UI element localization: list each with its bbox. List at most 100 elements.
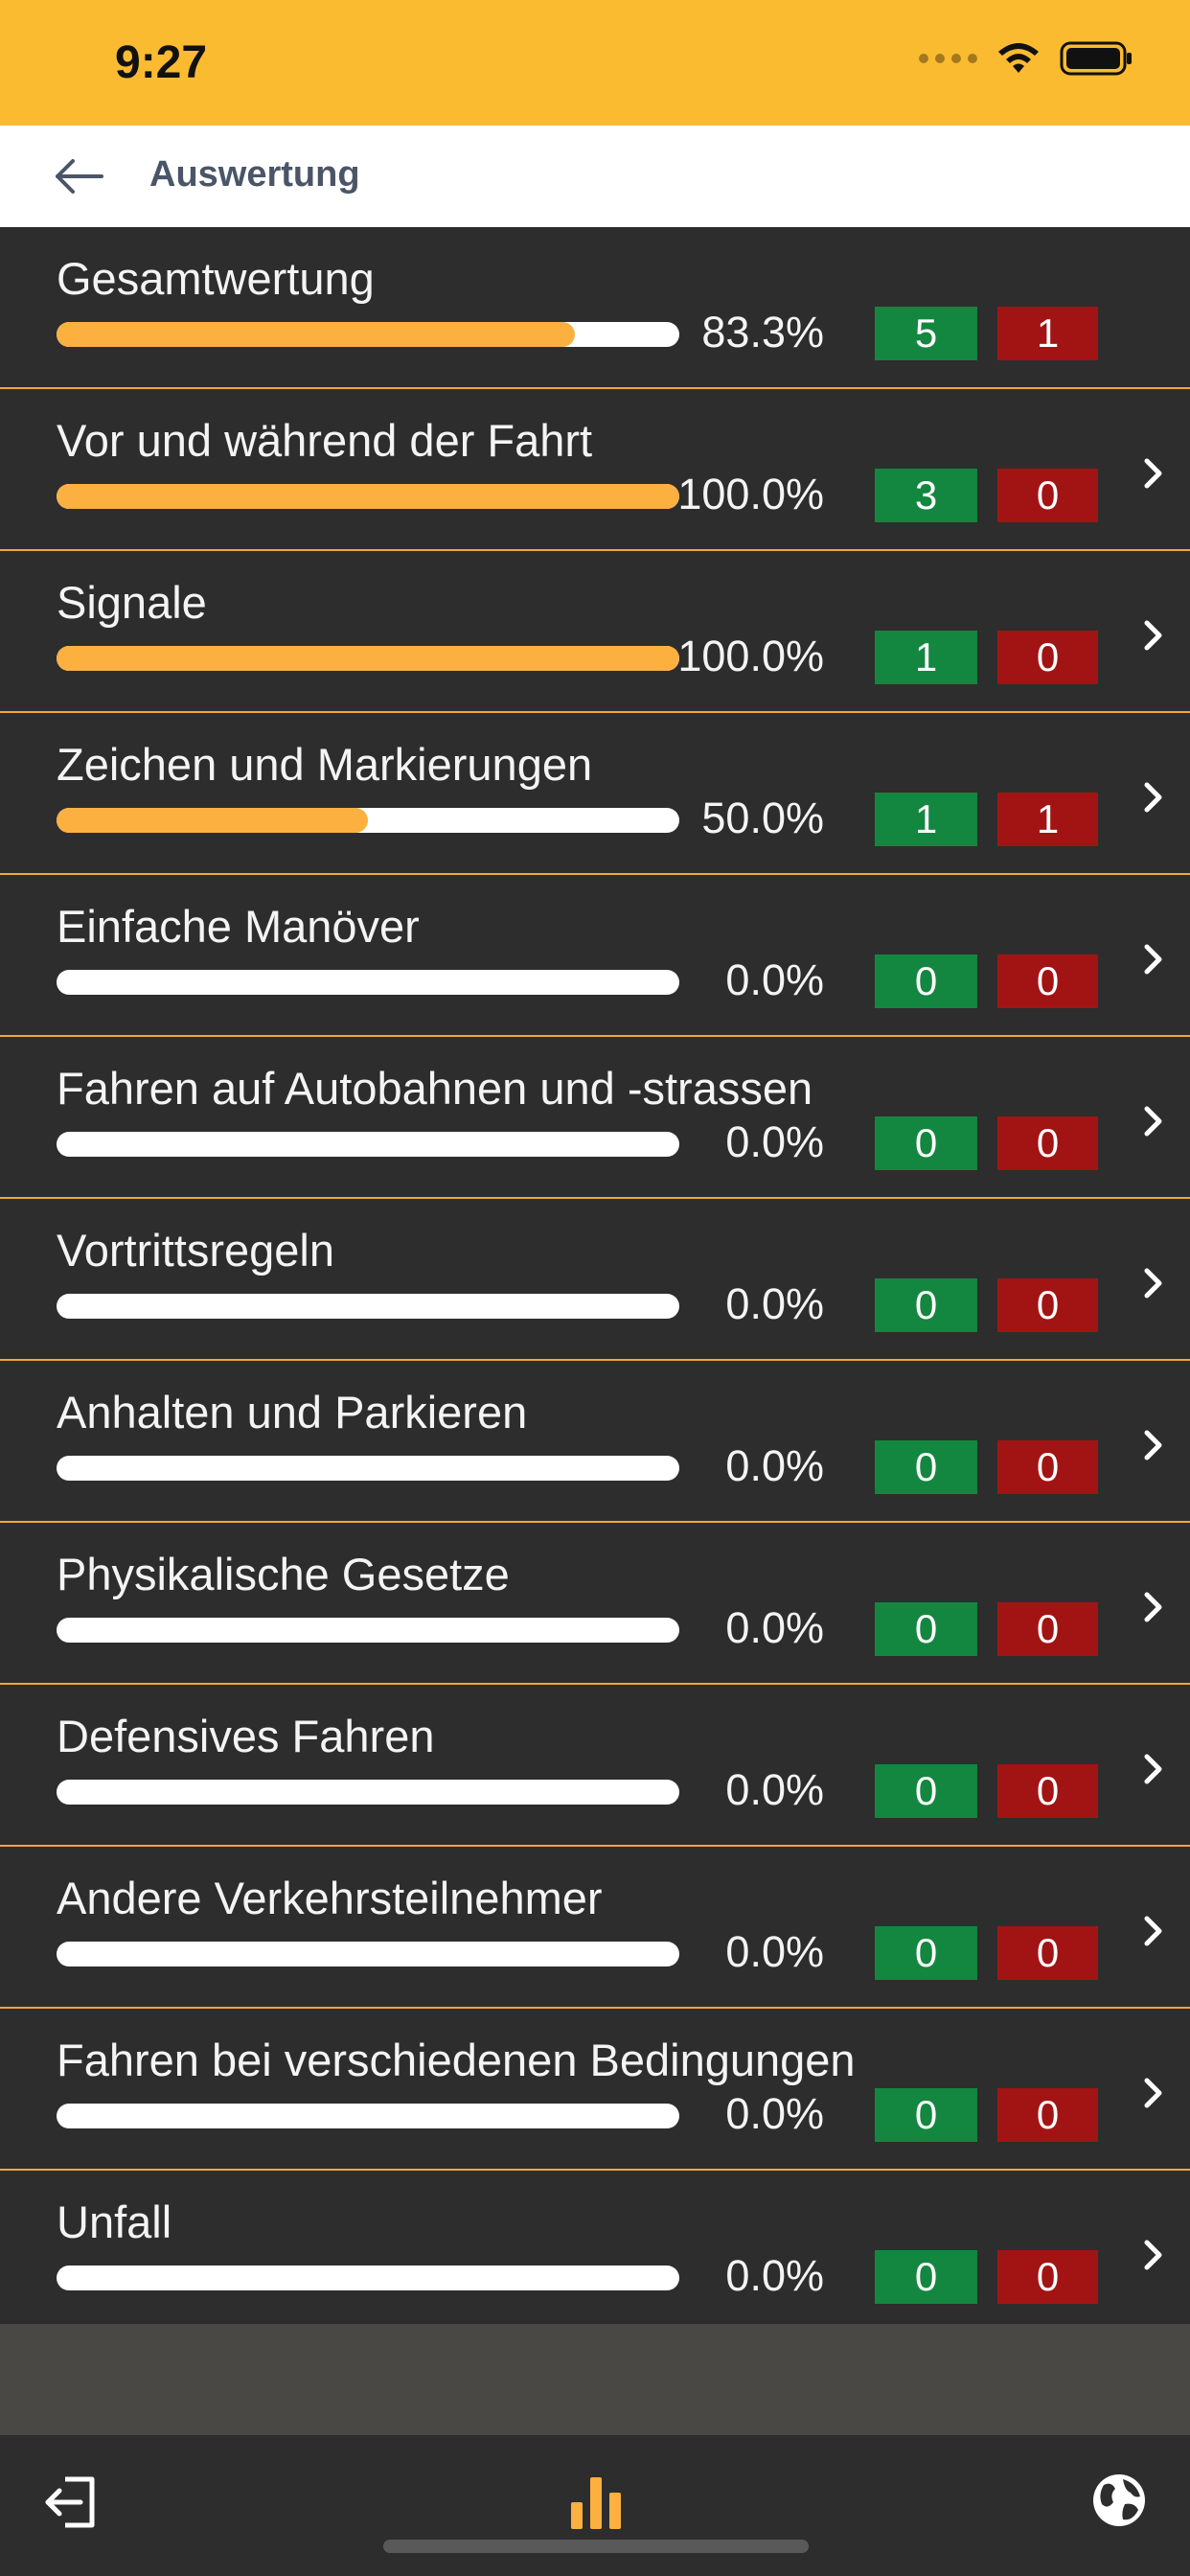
progress-bar: [57, 484, 679, 509]
chevron-right-icon: [1144, 1268, 1162, 1299]
home-indicator: [383, 2540, 809, 2553]
progress-bar: [57, 1456, 679, 1481]
category-title: Fahren auf Autobahnen und -strassen: [57, 1063, 813, 1114]
progress-bar: [57, 2266, 679, 2290]
category-title: Unfall: [57, 2196, 172, 2247]
chevron-right-icon: [1144, 2078, 1162, 2108]
wrong-count-badge: 0: [997, 1116, 1098, 1170]
correct-count-badge: 3: [875, 469, 977, 522]
category-row[interactable]: Unfall 0.0% 0 0: [0, 2171, 1190, 2333]
wrong-count-badge: 0: [997, 954, 1098, 1008]
chevron-right-icon: [1144, 1430, 1162, 1460]
list-footer-area: [0, 2324, 1190, 2435]
percent-label: 50.0%: [701, 794, 824, 842]
category-title: Andere Verkehrsteilnehmer: [57, 1873, 603, 1923]
percent-label: 0.0%: [725, 2251, 824, 2300]
category-row[interactable]: Fahren auf Autobahnen und -strassen 0.0% 0…: [0, 1037, 1190, 1199]
percent-label: 0.0%: [725, 1765, 824, 1814]
wrong-count-badge: 1: [997, 307, 1098, 360]
status-icons: [919, 40, 1133, 77]
progress-bar-fill: [57, 808, 368, 833]
chevron-right-icon: [1144, 782, 1162, 813]
correct-count-badge: 5: [875, 307, 977, 360]
category-title: Signale: [57, 577, 207, 628]
correct-count-badge: 0: [875, 1602, 977, 1656]
percent-label: 0.0%: [725, 2089, 824, 2138]
wrong-count-badge: 0: [997, 1926, 1098, 1980]
chevron-right-icon: [1144, 1106, 1162, 1137]
category-title: Gesamtwertung: [57, 253, 375, 304]
percent-label: 0.0%: [725, 1927, 824, 1976]
category-title: Fahren bei verschiedenen Bedingungen: [57, 2035, 856, 2085]
category-title: Physikalische Gesetze: [57, 1549, 510, 1599]
correct-count-badge: 1: [875, 631, 977, 684]
percent-label: 0.0%: [725, 955, 824, 1004]
progress-bar: [57, 1294, 679, 1319]
wrong-count-badge: 0: [997, 1278, 1098, 1332]
category-title: Defensives Fahren: [57, 1711, 435, 1761]
wrong-count-badge: 0: [997, 469, 1098, 522]
wrong-count-badge: 1: [997, 793, 1098, 846]
category-row[interactable]: Zeichen und Markierungen 50.0% 1 1: [0, 713, 1190, 875]
correct-count-badge: 0: [875, 1116, 977, 1170]
category-row[interactable]: Defensives Fahren 0.0% 0 0: [0, 1685, 1190, 1847]
progress-bar: [57, 1942, 679, 1966]
cellular-signal-icon: [919, 54, 977, 63]
category-title: Vor und während der Fahrt: [57, 415, 593, 466]
progress-bar: [57, 646, 679, 671]
category-row[interactable]: Anhalten und Parkieren 0.0% 0 0: [0, 1361, 1190, 1523]
category-row[interactable]: Andere Verkehrsteilnehmer 0.0% 0 0: [0, 1847, 1190, 2009]
chevron-right-icon: [1144, 620, 1162, 651]
chevron-right-icon: [1144, 944, 1162, 975]
percent-label: 100.0%: [677, 632, 824, 680]
wifi-icon: [998, 43, 1039, 73]
logout-icon: [45, 2476, 95, 2528]
category-row[interactable]: Vor und während der Fahrt 100.0% 3 0: [0, 389, 1190, 551]
status-bar: 9:27: [0, 0, 1190, 126]
correct-count-badge: 0: [875, 1440, 977, 1494]
tab-statistics[interactable]: [569, 2473, 627, 2536]
category-title: Einfache Manöver: [57, 901, 420, 952]
bar-chart-icon: [571, 2477, 621, 2529]
correct-count-badge: 0: [875, 954, 977, 1008]
percent-label: 100.0%: [677, 470, 824, 518]
wrong-count-badge: 0: [997, 1764, 1098, 1818]
correct-count-badge: 0: [875, 1926, 977, 1980]
category-row[interactable]: Physikalische Gesetze 0.0% 0 0: [0, 1523, 1190, 1685]
progress-bar: [57, 808, 679, 833]
correct-count-badge: 0: [875, 1278, 977, 1332]
progress-bar: [57, 1618, 679, 1643]
progress-bar-fill: [57, 322, 576, 347]
category-row[interactable]: Signale 100.0% 1 0: [0, 551, 1190, 713]
progress-bar: [57, 1780, 679, 1805]
category-row[interactable]: Einfache Manöver 0.0% 0 0: [0, 875, 1190, 1037]
globe-icon: [1093, 2474, 1145, 2526]
progress-bar-fill: [57, 646, 679, 671]
chevron-right-icon: [1144, 1754, 1162, 1784]
chevron-right-icon: [1144, 1592, 1162, 1622]
progress-bar-fill: [57, 484, 679, 509]
category-row: Gesamtwertung 83.3% 5 1: [0, 227, 1190, 389]
progress-bar: [57, 322, 679, 347]
progress-bar: [57, 2104, 679, 2128]
progress-bar: [57, 970, 679, 995]
page-title: Auswertung: [149, 154, 360, 195]
percent-label: 0.0%: [725, 1441, 824, 1490]
category-row[interactable]: Fahren bei verschiedenen Bedingungen 0.0%…: [0, 2009, 1190, 2171]
correct-count-badge: 1: [875, 793, 977, 846]
percent-label: 0.0%: [725, 1603, 824, 1652]
status-time: 9:27: [115, 37, 208, 88]
tab-language[interactable]: [1090, 2472, 1148, 2534]
category-title: Zeichen und Markierungen: [57, 739, 593, 790]
back-button[interactable]: [52, 152, 107, 200]
correct-count-badge: 0: [875, 2250, 977, 2304]
battery-icon: [1060, 41, 1132, 76]
progress-bar: [57, 1132, 679, 1157]
wrong-count-badge: 0: [997, 631, 1098, 684]
tab-bar: [0, 2435, 1190, 2576]
category-row[interactable]: Vortrittsregeln 0.0% 0 0: [0, 1199, 1190, 1361]
correct-count-badge: 0: [875, 1764, 977, 1818]
percent-label: 83.3%: [701, 308, 824, 356]
wrong-count-badge: 0: [997, 2088, 1098, 2142]
tab-logout[interactable]: [44, 2473, 98, 2536]
